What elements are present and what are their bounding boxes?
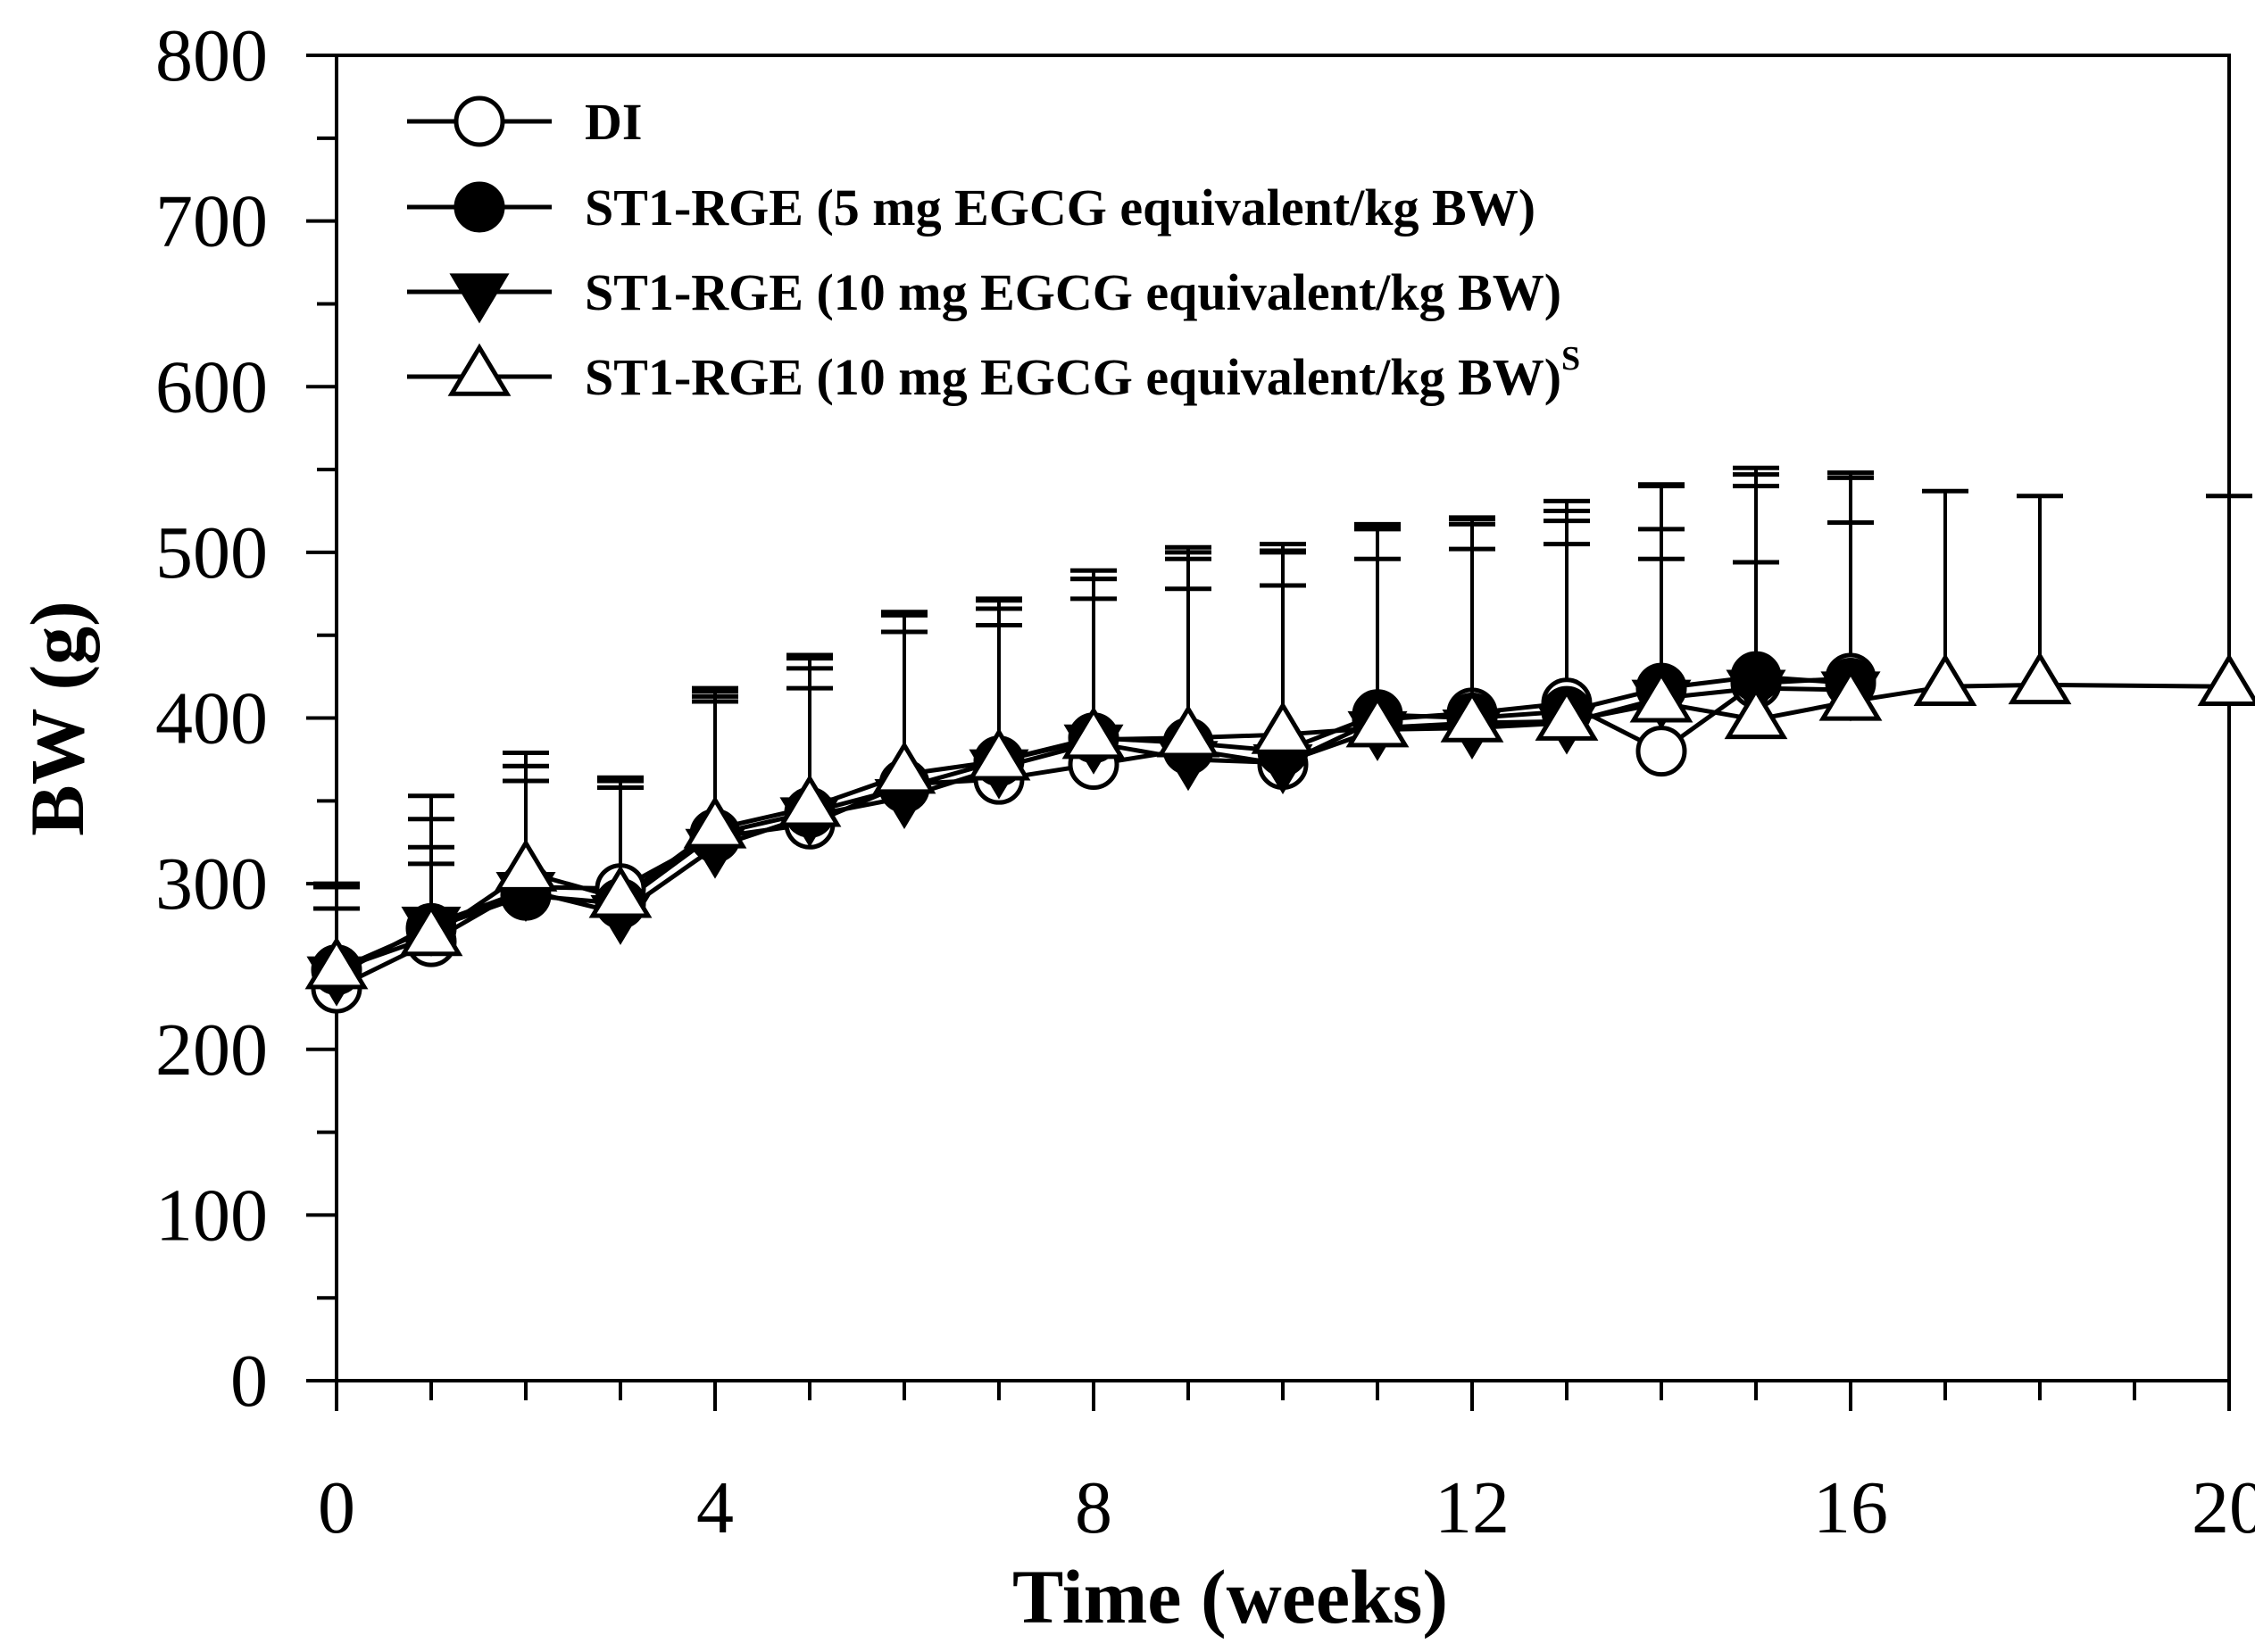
data-point-4: [1156, 704, 1220, 758]
data-point-4: [683, 795, 747, 849]
legend: DI ST1-RGE (5 mg EGCG equivalent/kg BW) ST…: [407, 93, 1580, 406]
legend-superscript: S: [1561, 340, 1580, 378]
x-axis-title: Time (weeks): [1012, 1554, 1448, 1640]
data-point-4: [1724, 685, 1788, 740]
data-point-4: [1345, 694, 1410, 748]
y-tick-label: 600: [155, 345, 268, 428]
data-point-4: [967, 727, 1031, 781]
legend-label-3: ST1-RGE (10 mg EGCG equivalent/kg BW): [585, 263, 1561, 321]
x-tick-label: 0: [318, 1466, 355, 1549]
data-point-4: [778, 774, 842, 827]
data-point-4: [1818, 668, 1883, 721]
y-tick-label: 200: [155, 1009, 268, 1092]
data-point-4: [2197, 652, 2255, 706]
legend-marker-3: [449, 273, 510, 324]
data-point-4: [1061, 706, 1126, 760]
data-point-4: [588, 865, 653, 918]
x-tick-label: 16: [1813, 1466, 1888, 1549]
y-tick-label: 500: [155, 511, 268, 594]
legend-marker-1: [453, 95, 505, 147]
y-tick-label: 400: [155, 677, 268, 760]
y-tick-label: 100: [155, 1174, 268, 1257]
data-point-4: [1629, 669, 1693, 723]
x-tick-label: 20: [2192, 1466, 2255, 1549]
data-point-4: [399, 903, 463, 957]
data-point-4: [1535, 687, 1599, 741]
y-tick-label: 0: [230, 1340, 268, 1423]
legend-label-1: DI: [585, 93, 642, 151]
data-point-4: [872, 741, 936, 794]
x-tick-label: 8: [1075, 1466, 1112, 1549]
data-point-4: [1440, 689, 1504, 743]
x-tick-label: 4: [696, 1466, 734, 1549]
legend-label-2: ST1-RGE (5 mg EGCG equivalent/kg BW): [585, 178, 1535, 237]
y-tick-label: 300: [155, 843, 268, 926]
y-tick-label: 700: [155, 180, 268, 263]
data-point-4: [304, 936, 369, 990]
data-point-4: [1251, 701, 1315, 754]
x-tick-label: 12: [1435, 1466, 1510, 1549]
legend-marker-2: [453, 181, 505, 233]
data-point-4: [2008, 651, 2072, 705]
series-markers: [304, 651, 2255, 1014]
y-tick-label: 800: [155, 14, 268, 97]
data-point-1: [1635, 726, 1687, 777]
data-point-4: [1913, 652, 1977, 706]
legend-label-4: ST1-RGE (10 mg EGCG equivalent/kg BW)S: [585, 340, 1580, 406]
legend-marker-4: [447, 343, 512, 396]
y-axis-title: BW (g): [14, 601, 100, 836]
data-point-4: [494, 838, 558, 892]
